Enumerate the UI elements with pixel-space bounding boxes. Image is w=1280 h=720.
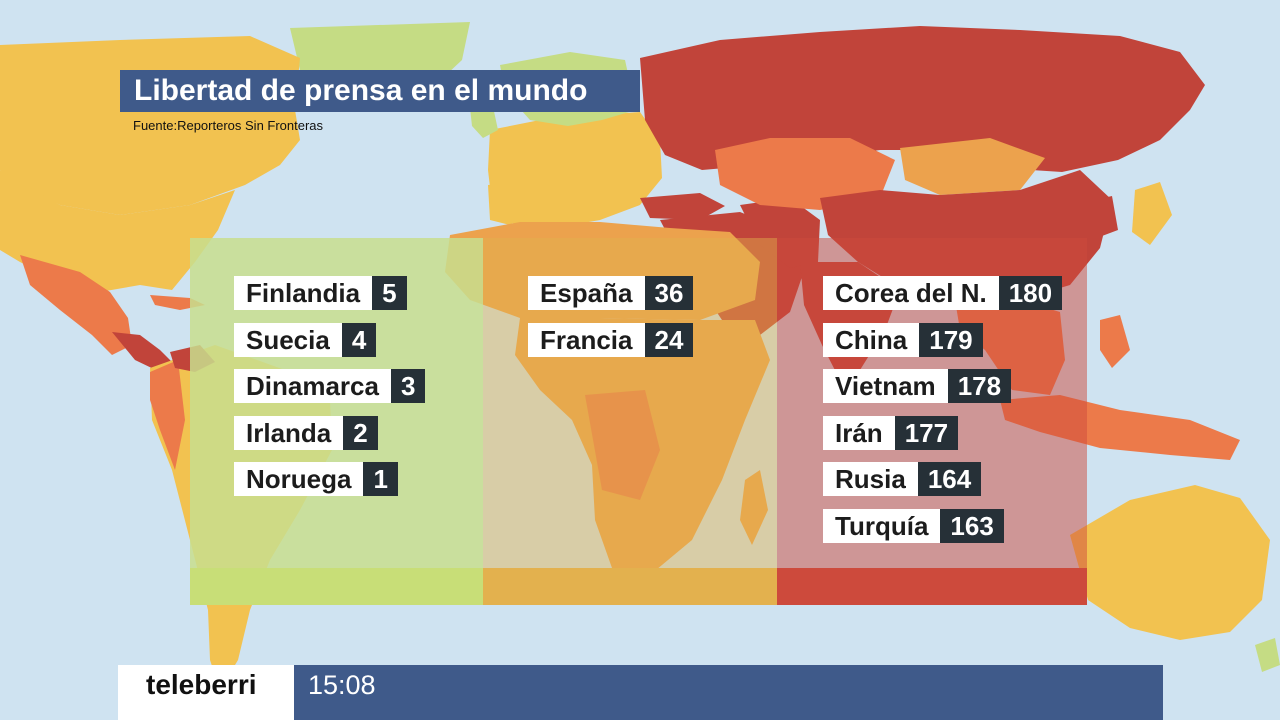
russia-region xyxy=(640,26,1205,172)
iberia-region xyxy=(488,182,530,225)
clock-time: 15:08 xyxy=(308,670,376,700)
ranking-row: Rusia 164 xyxy=(823,462,1062,496)
channel-logo: teleberri xyxy=(118,665,294,720)
ranking-row: Noruega 1 xyxy=(234,462,425,496)
page-title: Libertad de prensa en el mundo xyxy=(120,70,640,112)
country-label: Francia xyxy=(528,322,645,357)
country-label: Corea del N. xyxy=(823,276,999,310)
europe-region xyxy=(488,112,662,228)
rank-badge: 5 xyxy=(372,276,407,310)
free-panel-bar xyxy=(190,568,483,605)
ranking-row: Francia 24 xyxy=(528,322,694,357)
rank-badge: 36 xyxy=(644,276,694,310)
rank-badge: 164 xyxy=(917,462,982,496)
rank-badge: 4 xyxy=(341,322,377,357)
turkey-region xyxy=(640,193,725,220)
country-label: Irán xyxy=(823,415,895,450)
rank-badge: 3 xyxy=(390,369,426,403)
kazakhstan-region xyxy=(715,138,895,210)
country-label: Turquía xyxy=(823,508,941,543)
country-label: China xyxy=(823,322,920,357)
new-zealand-region xyxy=(1255,638,1280,672)
country-label: Noruega xyxy=(234,462,364,496)
ranking-row: España 36 xyxy=(528,276,694,310)
rank-badge: 24 xyxy=(644,322,694,357)
rank-badge: 2 xyxy=(343,415,378,450)
korea-region xyxy=(1095,196,1118,236)
problematic-panel-bar xyxy=(483,568,777,605)
central-america-region xyxy=(112,332,175,372)
source-caption: Fuente:Reporteros Sin Fronteras xyxy=(133,118,324,133)
country-label: Vietnam xyxy=(823,369,948,403)
rank-badge: 177 xyxy=(894,415,959,450)
rank-badge: 1 xyxy=(363,462,398,496)
ranking-row: Vietnam 178 xyxy=(823,369,1062,403)
philippines-region xyxy=(1100,315,1130,368)
rank-badge: 180 xyxy=(998,276,1063,310)
ranking-row: Irlanda 2 xyxy=(234,415,425,450)
country-label: España xyxy=(528,276,645,310)
mexico-region xyxy=(20,255,132,355)
peru-region xyxy=(150,360,185,470)
ranking-row: Corea del N. 180 xyxy=(823,276,1063,310)
country-label: Suecia xyxy=(234,322,342,357)
mongolia-region xyxy=(900,138,1045,195)
very-serious-panel-bar xyxy=(777,568,1087,605)
country-label: Finlandia xyxy=(234,276,373,310)
country-label: Dinamarca xyxy=(234,369,391,403)
country-label: Irlanda xyxy=(234,415,344,450)
ranking-row: China 179 xyxy=(823,322,1062,357)
ranking-row: Turquía 163 xyxy=(823,508,1062,543)
rank-badge: 163 xyxy=(940,508,1004,543)
ranking-row: Finlandia 5 xyxy=(234,276,425,310)
rank-badge: 178 xyxy=(947,369,1012,403)
madagascar-region xyxy=(740,470,768,545)
country-label: Rusia xyxy=(823,462,918,496)
very-serious-ranking-list: Corea del N. 180 China 179 Vietnam 178 Irán… xyxy=(823,276,1063,555)
free-ranking-list: Finlandia 5 Suecia 4 Dinamarca 3 Irlanda 2 N… xyxy=(234,276,426,509)
clock-bar: 15:08 xyxy=(294,665,1163,720)
rank-badge: 179 xyxy=(919,322,983,357)
australia-region xyxy=(1070,485,1270,640)
japan-region xyxy=(1132,182,1172,245)
problematic-ranking-list: España 36 Francia 24 xyxy=(528,276,694,369)
central-africa-region xyxy=(585,390,660,500)
usa-region xyxy=(0,170,235,292)
ranking-row: Dinamarca 3 xyxy=(234,369,426,403)
ranking-row: Suecia 4 xyxy=(234,322,425,357)
ranking-row: Irán 177 xyxy=(823,415,1062,450)
